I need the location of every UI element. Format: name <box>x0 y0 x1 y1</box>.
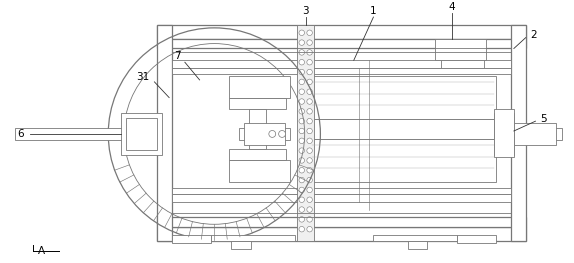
Bar <box>249 124 266 149</box>
Bar <box>157 25 172 241</box>
Bar <box>172 235 211 243</box>
Bar <box>172 60 511 68</box>
Text: 4: 4 <box>449 2 455 12</box>
Circle shape <box>278 130 285 137</box>
Circle shape <box>299 197 304 203</box>
Bar <box>157 39 526 48</box>
Circle shape <box>307 109 312 114</box>
Bar <box>511 25 526 241</box>
Circle shape <box>299 99 304 104</box>
Circle shape <box>307 59 312 65</box>
Circle shape <box>299 59 304 65</box>
Circle shape <box>307 89 312 94</box>
Bar <box>121 113 162 155</box>
Circle shape <box>307 69 312 75</box>
Circle shape <box>299 138 304 144</box>
Bar <box>157 227 526 241</box>
Circle shape <box>307 197 312 203</box>
Circle shape <box>307 187 312 193</box>
Bar <box>457 235 496 243</box>
Circle shape <box>299 79 304 85</box>
Circle shape <box>299 40 304 45</box>
Circle shape <box>307 148 312 153</box>
Circle shape <box>307 158 312 163</box>
Circle shape <box>299 128 304 134</box>
Bar <box>172 188 511 194</box>
Bar <box>229 160 290 182</box>
Circle shape <box>269 130 276 137</box>
Bar <box>494 109 514 156</box>
Circle shape <box>299 109 304 114</box>
Circle shape <box>307 138 312 144</box>
Text: 31: 31 <box>136 72 149 82</box>
Circle shape <box>299 177 304 183</box>
Text: 3: 3 <box>302 6 309 16</box>
Bar <box>126 118 157 150</box>
Circle shape <box>299 187 304 193</box>
Circle shape <box>307 177 312 183</box>
Text: 5: 5 <box>540 114 546 124</box>
Bar <box>244 123 285 145</box>
Circle shape <box>307 40 312 45</box>
Bar <box>309 119 496 139</box>
Circle shape <box>299 158 304 163</box>
Text: 7: 7 <box>174 51 180 61</box>
Circle shape <box>299 207 304 212</box>
Bar <box>15 128 160 140</box>
Circle shape <box>299 50 304 55</box>
Circle shape <box>299 69 304 75</box>
Bar <box>297 25 315 241</box>
Text: 6: 6 <box>18 129 24 139</box>
Bar <box>211 235 295 241</box>
Circle shape <box>299 118 304 124</box>
Bar <box>157 218 526 227</box>
Text: 1: 1 <box>370 6 377 16</box>
Circle shape <box>299 30 304 36</box>
Text: 2: 2 <box>530 30 537 40</box>
Bar <box>239 128 290 140</box>
Circle shape <box>299 226 304 232</box>
Circle shape <box>307 168 312 173</box>
Bar <box>229 149 286 160</box>
Bar <box>309 76 496 119</box>
Bar <box>249 109 266 134</box>
Bar <box>309 139 496 182</box>
Bar <box>494 113 514 155</box>
Circle shape <box>307 217 312 222</box>
Text: A: A <box>38 246 45 256</box>
Circle shape <box>307 79 312 85</box>
Circle shape <box>307 128 312 134</box>
Bar <box>157 25 526 39</box>
Bar <box>511 128 562 140</box>
Circle shape <box>307 226 312 232</box>
Bar <box>172 68 511 74</box>
Circle shape <box>299 148 304 153</box>
Bar <box>229 76 290 98</box>
Circle shape <box>307 30 312 36</box>
Bar <box>172 194 511 202</box>
Bar <box>229 98 286 109</box>
Circle shape <box>299 89 304 94</box>
Bar <box>441 60 484 68</box>
Circle shape <box>299 217 304 222</box>
Bar <box>408 241 428 249</box>
Bar <box>511 123 556 145</box>
Circle shape <box>307 118 312 124</box>
Circle shape <box>307 99 312 104</box>
Circle shape <box>299 168 304 173</box>
Circle shape <box>307 207 312 212</box>
Bar <box>435 39 486 60</box>
Bar <box>231 241 251 249</box>
Circle shape <box>307 50 312 55</box>
Bar <box>374 235 457 241</box>
